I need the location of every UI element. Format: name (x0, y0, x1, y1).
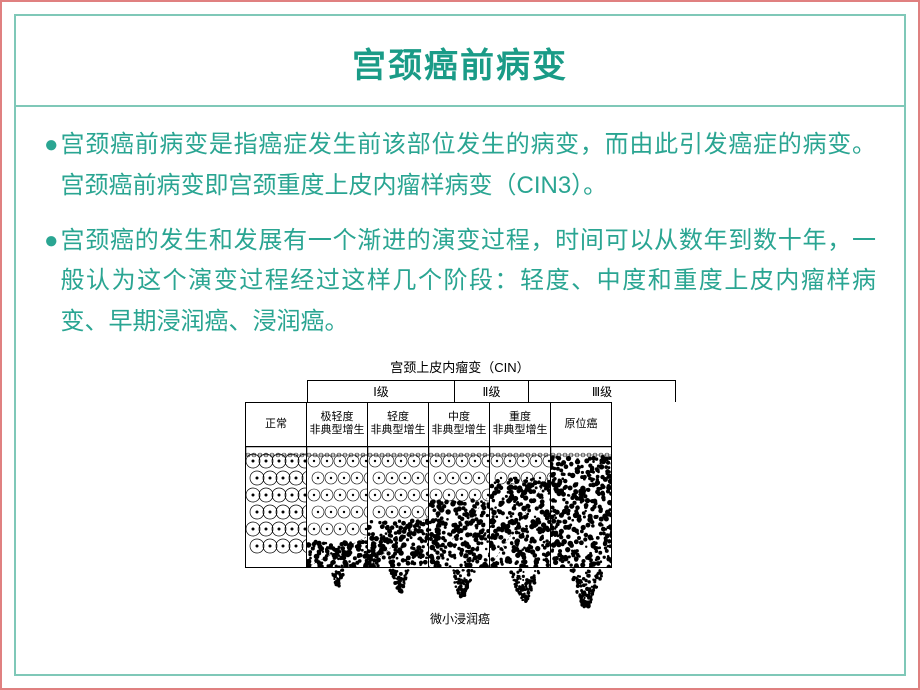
level-2: Ⅱ级 (454, 380, 529, 402)
diagram-wrap: 宫颈上皮内瘤变（CIN） Ⅰ级 Ⅱ级 Ⅲ级 正常极轻度非典型增生轻度非典型增生中… (44, 357, 876, 666)
column-0: 正常 (245, 402, 307, 568)
cin-level-row: Ⅰ级 Ⅱ级 Ⅲ级 (245, 380, 675, 402)
column-row: 正常极轻度非典型增生轻度非典型增生中度非典型增生重度非典型增生原位癌 (245, 402, 675, 568)
column-5: 原位癌 (550, 402, 612, 568)
column-body (368, 447, 428, 567)
column-head: 中度非典型增生 (429, 403, 489, 447)
slide-inner: 宫颈癌前病变 ● 宫颈癌前病变是指癌症发生前该部位发生的病变，而由此引发癌症的病… (14, 14, 906, 676)
cone-wrap (369, 568, 431, 608)
bullet-dot: ● (44, 221, 59, 343)
column-2: 轻度非典型增生 (367, 402, 429, 568)
column-head-line1: 原位癌 (565, 418, 598, 431)
column-body (307, 447, 367, 567)
cone-wrap (307, 568, 369, 608)
column-head-line1: 重度 (509, 411, 531, 424)
column-head: 轻度非典型增生 (368, 403, 428, 447)
bullet-2-text: 宫颈癌的发生和发展有一个渐进的演变过程，时间可以从数年到数十年，一般认为这个演变… (61, 221, 877, 343)
column-head: 重度非典型增生 (490, 403, 550, 447)
column-head: 正常 (246, 403, 306, 447)
column-3: 中度非典型增生 (428, 402, 490, 568)
cone-row (245, 568, 675, 608)
column-head-line1: 中度 (448, 411, 470, 424)
column-head-line1: 轻度 (387, 411, 409, 424)
cone-wrap (493, 568, 555, 608)
spacer (245, 380, 307, 402)
column-head-line1: 正常 (265, 418, 287, 431)
bullet-1-text: 宫颈癌前病变是指癌症发生前该部位发生的病变，而由此引发癌症的病变。宫颈癌前病变即… (61, 125, 877, 207)
column-body (490, 447, 550, 567)
cin-diagram: 宫颈上皮内瘤变（CIN） Ⅰ级 Ⅱ级 Ⅲ级 正常极轻度非典型增生轻度非典型增生中… (245, 357, 675, 627)
cone-wrap (555, 568, 617, 608)
column-head-line2: 非典型增生 (493, 424, 548, 437)
cone-wrap (431, 568, 493, 608)
slide-title: 宫颈癌前病变 (16, 38, 904, 87)
column-body (429, 447, 489, 567)
header: 宫颈癌前病变 (16, 16, 904, 107)
body: ● 宫颈癌前病变是指癌症发生前该部位发生的病变，而由此引发癌症的病变。宫颈癌前病… (16, 107, 904, 674)
level-1: Ⅰ级 (307, 380, 455, 402)
column-body (246, 447, 306, 567)
column-head-line2: 非典型增生 (310, 424, 365, 437)
bullet-1: ● 宫颈癌前病变是指癌症发生前该部位发生的病变，而由此引发癌症的病变。宫颈癌前病… (44, 125, 876, 207)
column-head: 原位癌 (551, 403, 611, 447)
spacer (245, 568, 307, 608)
column-head-line2: 非典型增生 (371, 424, 426, 437)
level-3: Ⅲ级 (528, 380, 676, 402)
column-1: 极轻度非典型增生 (306, 402, 368, 568)
diagram-title: 宫颈上皮内瘤变（CIN） (245, 357, 675, 376)
column-head-line2: 非典型增生 (432, 424, 487, 437)
slide: 宫颈癌前病变 ● 宫颈癌前病变是指癌症发生前该部位发生的病变，而由此引发癌症的病… (0, 0, 920, 690)
column-head: 极轻度非典型增生 (307, 403, 367, 447)
bullet-2: ● 宫颈癌的发生和发展有一个渐进的演变过程，时间可以从数年到数十年，一般认为这个… (44, 221, 876, 343)
column-head-line1: 极轻度 (321, 411, 354, 424)
column-body (551, 447, 611, 567)
column-4: 重度非典型增生 (489, 402, 551, 568)
bullet-dot: ● (44, 125, 59, 207)
bottom-label: 微小浸润癌 (245, 610, 675, 627)
